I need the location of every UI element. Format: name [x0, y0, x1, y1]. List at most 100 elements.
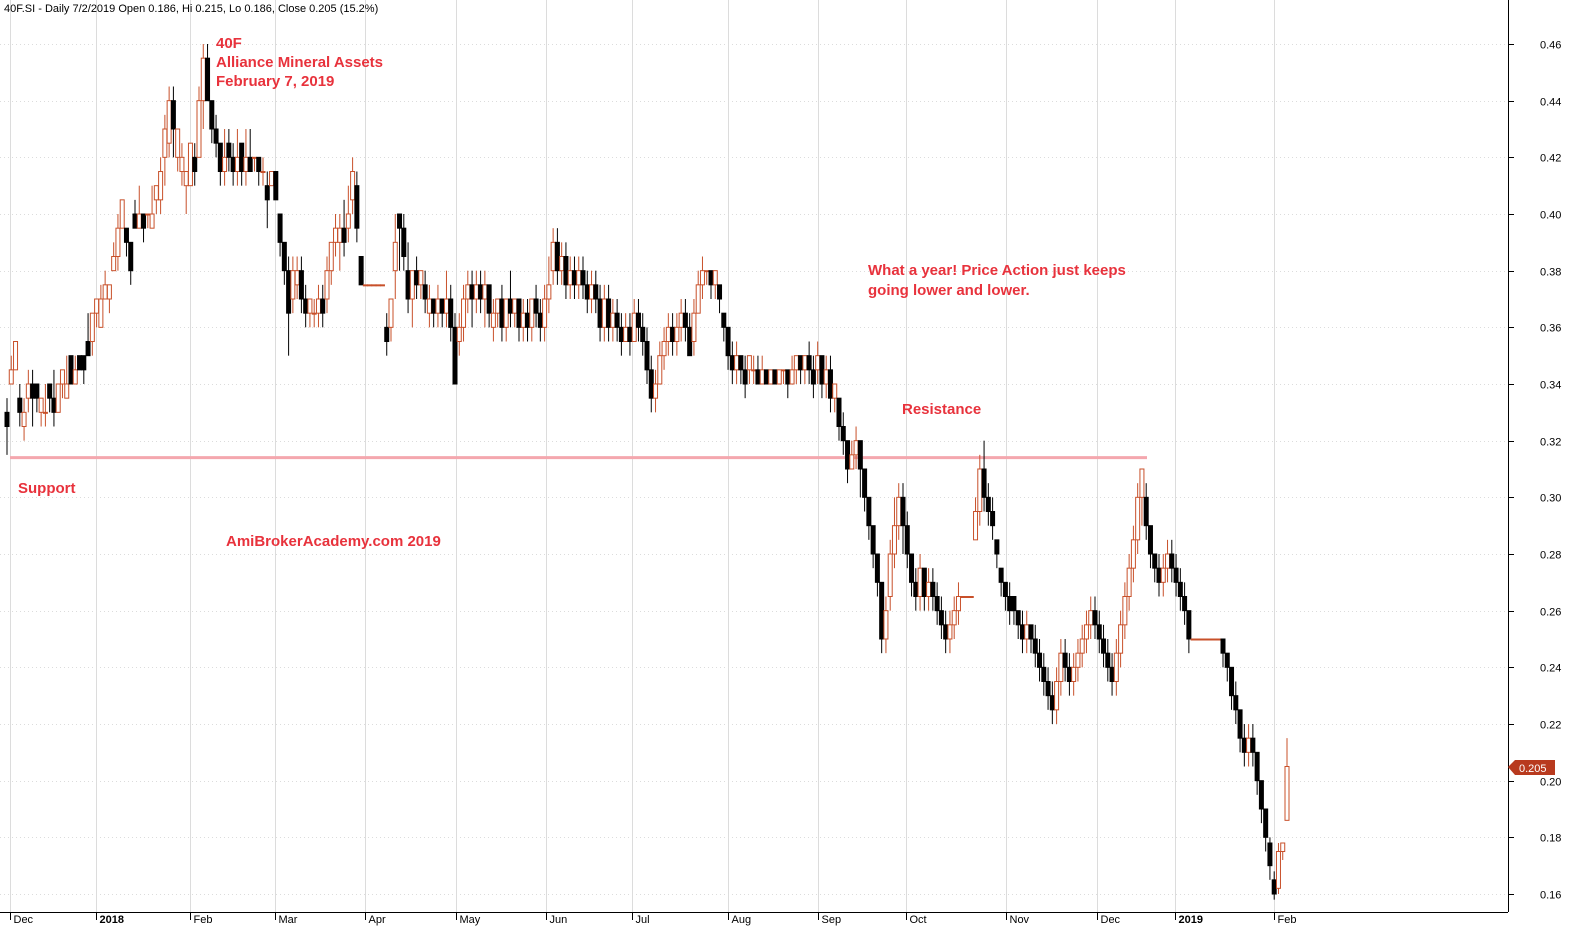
candle-body	[1019, 624, 1025, 640]
candle	[1101, 624, 1107, 668]
candle	[866, 496, 872, 540]
candle	[973, 497, 979, 541]
candle-body	[34, 383, 40, 399]
candle-body	[1233, 695, 1239, 711]
candle-body	[1113, 652, 1119, 683]
candle-body	[751, 369, 757, 372]
candle-body	[627, 326, 633, 343]
candle-body	[1224, 652, 1230, 668]
candle	[657, 341, 663, 385]
y-tick-label: 0.40	[1540, 210, 1561, 222]
candle-body	[554, 241, 560, 272]
candle-body	[866, 496, 872, 527]
candle	[887, 539, 893, 611]
candle	[209, 100, 215, 144]
candle-body	[239, 142, 245, 173]
y-tick-label: 0.36	[1540, 323, 1561, 335]
candle	[89, 312, 95, 356]
candle-body	[166, 100, 172, 144]
candle-body	[520, 312, 526, 328]
candle	[857, 440, 863, 498]
candle	[1105, 639, 1111, 682]
candle	[115, 214, 121, 271]
candle	[763, 369, 769, 385]
candle-body	[913, 581, 919, 598]
candle-body	[768, 369, 774, 385]
candle-body	[405, 270, 411, 300]
candle-body	[243, 156, 249, 173]
candle-body	[1058, 652, 1064, 683]
candle-body	[1275, 851, 1281, 889]
candle	[1011, 596, 1017, 625]
candle	[119, 199, 125, 229]
x-tick-label: Nov	[1010, 914, 1030, 926]
candle-body	[205, 57, 211, 102]
candle-body	[1203, 638, 1209, 641]
candle	[674, 313, 680, 356]
candle	[247, 129, 253, 173]
candle	[738, 355, 744, 385]
candle-body	[1254, 751, 1260, 782]
candle	[17, 384, 23, 427]
candle-body	[763, 369, 769, 385]
candle	[341, 199, 347, 257]
candle-body	[439, 298, 445, 314]
candle	[375, 284, 381, 287]
candle-body	[567, 270, 573, 286]
candle-body	[1130, 539, 1136, 569]
candle	[264, 171, 270, 229]
candle-body	[286, 270, 292, 314]
candle-body	[503, 298, 509, 328]
candle	[1258, 780, 1264, 824]
candle	[546, 256, 552, 314]
candle-body	[823, 369, 829, 385]
candle-body	[644, 341, 650, 371]
candle	[222, 129, 228, 186]
candle-body	[77, 355, 83, 371]
x-tick-label: 2019	[1179, 914, 1203, 926]
candle	[273, 171, 279, 201]
candle	[1075, 639, 1081, 682]
y-tick-label: 0.46	[1540, 40, 1561, 52]
candle	[981, 440, 987, 512]
candle-body	[490, 312, 496, 328]
candle	[354, 171, 360, 243]
candle-body	[1049, 695, 1055, 711]
candle-body	[1199, 638, 1205, 641]
candle	[593, 270, 599, 314]
x-tick-label: May	[460, 914, 481, 926]
candle	[691, 299, 697, 356]
candle-body	[345, 213, 351, 229]
x-axis-ticks: Dec 2018 Feb Mar Apr May Jun Jul Aug Sep Oct Nov Dec…	[10, 912, 1296, 926]
candle-body	[904, 525, 910, 555]
y-tick-label: 0.26	[1540, 607, 1561, 619]
candle-body	[661, 341, 667, 357]
watermark: AmiBrokerAcademy.com 2019	[226, 533, 441, 550]
candle-body	[294, 270, 300, 286]
candle-body	[1220, 638, 1226, 654]
candle	[721, 312, 727, 342]
candle	[1267, 837, 1273, 880]
candle-body	[926, 581, 932, 598]
candle-body	[1041, 666, 1047, 683]
candle	[1147, 525, 1153, 569]
candle	[883, 596, 889, 654]
y-tick-label: 0.20	[1540, 777, 1561, 789]
candle-body	[529, 298, 535, 328]
candle-body	[290, 270, 296, 300]
candle-body	[934, 596, 940, 612]
candle	[418, 270, 424, 300]
candle	[742, 355, 748, 399]
candle	[149, 185, 155, 229]
candle-body	[128, 241, 134, 272]
candle	[1032, 624, 1038, 668]
candle-body	[772, 369, 778, 385]
candle	[1002, 581, 1008, 611]
candle	[1118, 610, 1124, 668]
candle-body	[1079, 638, 1085, 654]
candle-body	[119, 199, 125, 229]
candle	[1169, 539, 1175, 583]
candle-body	[1037, 652, 1043, 668]
candle	[77, 355, 83, 371]
